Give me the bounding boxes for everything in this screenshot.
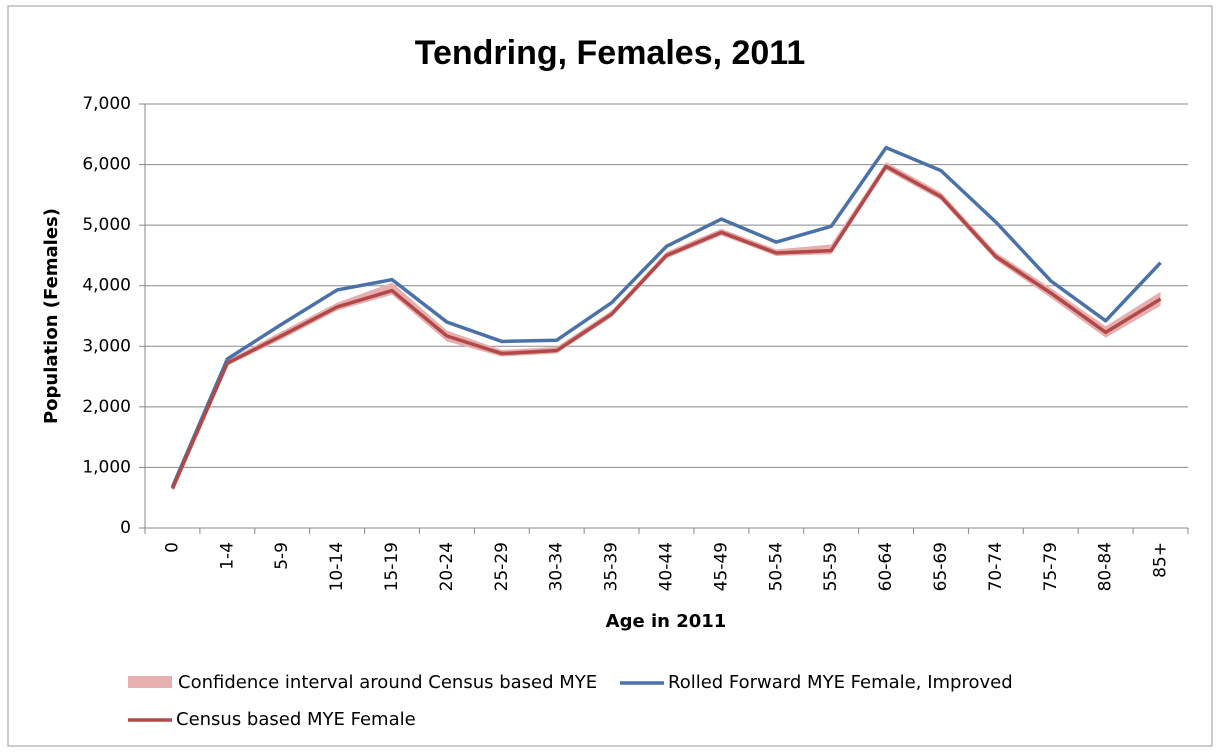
chart-frame	[7, 5, 1213, 747]
x-tick-label: 55-59	[821, 542, 841, 591]
y-axis-label: Population (Females)	[41, 208, 62, 424]
x-tick-label: 65-69	[931, 542, 951, 591]
x-tick-label: 50-54	[766, 542, 786, 591]
y-tick-label: 3,000	[82, 336, 131, 356]
y-tick-label: 1,000	[82, 457, 131, 477]
legend-label: Rolled Forward MYE Female, Improved	[668, 672, 1013, 693]
x-tick-label: 40-44	[657, 542, 677, 591]
y-tick-label: 4,000	[82, 276, 131, 296]
legend-label: Census based MYE Female	[176, 709, 416, 730]
x-tick-label: 80-84	[1096, 542, 1116, 591]
legend-swatch	[128, 676, 172, 688]
x-tick-label: 15-19	[382, 542, 402, 591]
legend-label: Confidence interval around Census based …	[178, 672, 597, 693]
x-tick-label: 35-39	[602, 542, 622, 591]
y-tick-label: 6,000	[82, 155, 131, 175]
x-tick-label: 1-4	[217, 542, 237, 570]
x-tick-label: 60-64	[876, 542, 896, 591]
y-tick-label: 2,000	[82, 397, 131, 417]
x-axis-label: Age in 2011	[606, 611, 727, 632]
x-tick-label: 10-14	[327, 542, 347, 591]
y-tick-label: 7,000	[82, 94, 131, 114]
x-tick-label: 0	[162, 542, 182, 553]
series-line	[170, 145, 1162, 488]
y-tick-label: 0	[120, 518, 131, 538]
x-tick-label: 45-49	[711, 542, 731, 591]
x-tick-label: 5-9	[272, 542, 292, 570]
x-tick-label: 30-34	[547, 542, 567, 591]
x-tick-label: 25-29	[492, 542, 512, 591]
x-tick-label: 70-74	[986, 542, 1006, 591]
x-tick-label: 75-79	[1041, 542, 1061, 591]
x-tick-label: 85+	[1151, 542, 1171, 578]
y-tick-label: 5,000	[82, 215, 131, 235]
chart-title: Tendring, Females, 2011	[415, 34, 806, 72]
series-line	[170, 164, 1162, 490]
x-tick-label: 20-24	[437, 542, 457, 591]
